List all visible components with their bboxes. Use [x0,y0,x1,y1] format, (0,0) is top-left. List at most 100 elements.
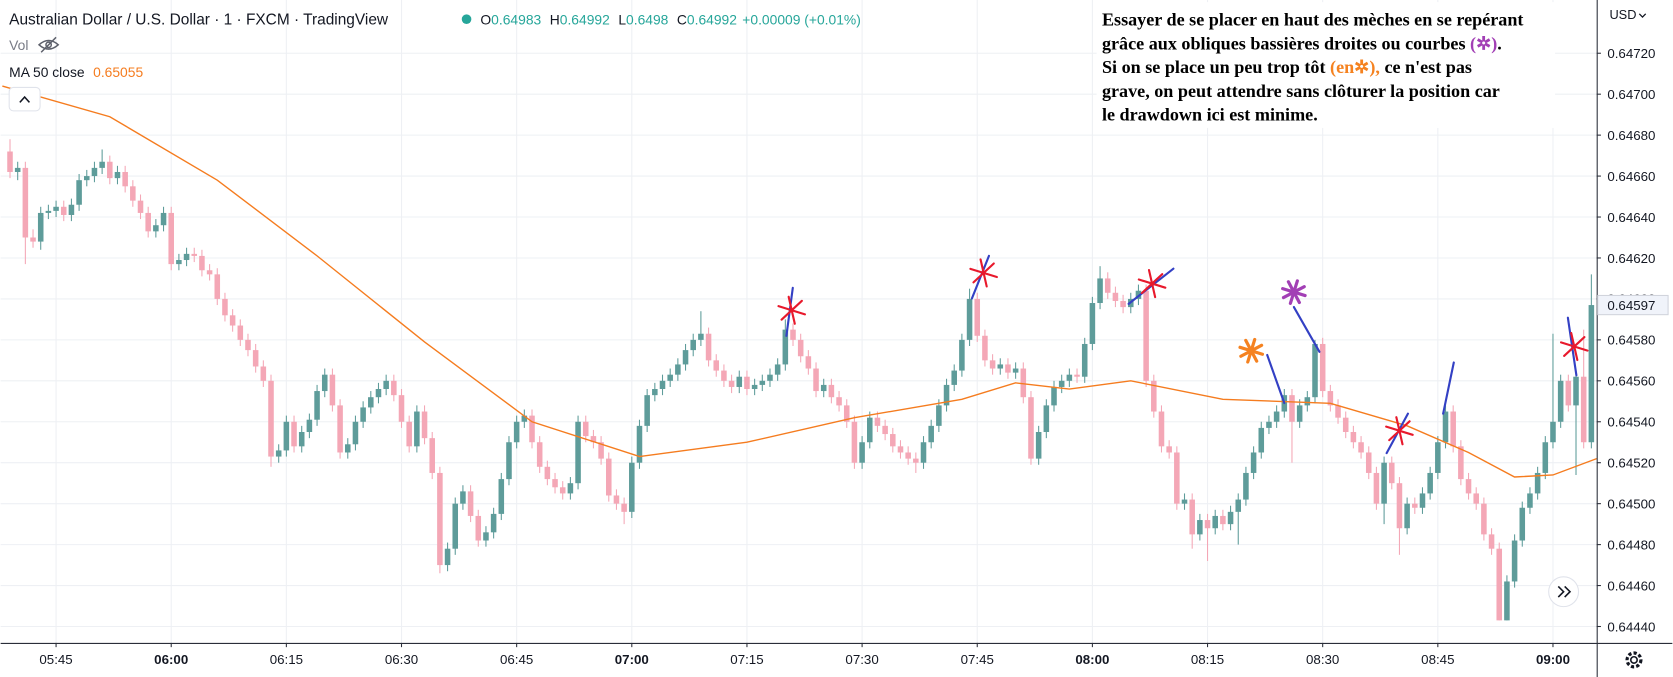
candle-body [936,405,942,426]
candle-body [467,491,474,516]
drawn-line [1292,305,1321,353]
collapse-button-frame [8,86,41,112]
candle-body [222,298,228,316]
candle-body [1197,520,1203,535]
x-tick-label: 06:30 [385,652,418,667]
candle-body [675,364,681,375]
candle-body [598,442,604,459]
collapse-button[interactable] [8,86,41,112]
y-tick-label: 0.64700 [1607,87,1655,102]
candle-body [1266,421,1272,428]
candle-body [790,329,796,340]
candle-body [91,167,98,177]
candle-body [1365,452,1372,473]
candle-body [659,380,666,390]
candle-body [813,368,819,392]
candle-body [1174,452,1180,504]
hide-icon[interactable] [37,36,60,53]
candle-body [1243,472,1249,500]
quote-label: H [550,12,560,28]
moving-average [2,85,1597,478]
drawn-line [1239,343,1264,358]
candle-body [214,274,221,299]
candle-body [306,419,313,433]
candle-body [652,389,658,396]
candle-body [774,364,781,375]
candle-body [1335,405,1341,418]
candle-body [153,225,159,232]
candle-body [874,417,881,426]
x-tick-label: 08:00 [1075,652,1109,667]
candle-body [352,421,359,445]
note-segment: (en✲), [1330,57,1380,78]
candle-body [53,206,59,211]
drawn-line [972,262,995,284]
candle-body [429,438,435,473]
drawn-line [1442,361,1455,415]
quote-change: +0.00009 (+0.01%) [742,12,861,28]
x-tick-label: 07:00 [615,652,649,667]
candle-body [1143,290,1149,381]
note-segment: grave, on peut attendre sans clôturer la… [1102,81,1500,101]
candle-body [398,395,405,422]
candle-body [168,212,174,265]
candle-body [30,237,36,242]
note-segment: (✲) [1470,33,1497,54]
y-tick-label: 0.64460 [1607,578,1655,593]
candle-body [252,350,259,367]
x-tick-label: 08:45 [1421,652,1454,667]
x-tick-label: 07:45 [961,652,994,667]
candle-body [644,395,650,426]
candle-body [1542,442,1549,473]
settings-button[interactable] [1625,651,1643,669]
collapse-chevron [19,95,31,103]
note: Essayer de se placer en haut des mèches … [1102,10,1524,125]
candle-body [107,161,113,179]
candle-body [575,421,581,484]
note-segment: Si on se place un peu trop tôt [1102,57,1330,77]
last-price-box [1597,294,1669,316]
candle-body [1066,374,1073,381]
candle-body [989,360,996,369]
y-tick-label: 0.64580 [1607,333,1655,348]
candle-body [1312,343,1318,398]
scroll-chevrons [1557,585,1572,598]
y-tick-label: 0.64560 [1607,374,1655,389]
candle-body [966,298,973,340]
x-tick-label: 09:00 [1536,652,1570,667]
y-tick-label: 0.64520 [1607,456,1655,471]
candle-body [1389,462,1395,484]
x-tick-label: 08:15 [1191,652,1224,667]
candle-body [751,384,758,390]
candle-body [1104,278,1111,293]
candle-body [1181,499,1188,504]
candle-body [145,212,151,232]
currency[interactable]: USD [1609,7,1636,22]
candle-body [314,391,320,420]
scroll-to-realtime[interactable] [1548,576,1580,608]
candle-body [45,210,52,213]
candle-body [1419,493,1426,508]
candle-body [820,384,827,392]
candle-body [1081,343,1088,377]
candle-body [1534,472,1541,494]
candle-body [1051,386,1057,406]
candle-body [360,407,366,422]
note-line: grâce aux obliques bassières droites ou … [1102,33,1502,54]
note-segment: grâce aux obliques bassières droites ou … [1102,33,1470,53]
candle-body [60,206,67,215]
candle-body [137,200,144,213]
candle-body [767,374,773,381]
candle-body [37,212,44,242]
quote-value: 0.64983 [491,12,541,28]
candle-body [329,374,336,406]
time-axis: 05:45 06:00 06:15 06:30 06:45 07:00 07:15 07:30… [39,642,1570,667]
candle-body [797,339,804,357]
candle-body [1273,411,1280,422]
candle-body [544,466,551,480]
candle-body [1012,368,1019,373]
y-tick-label: 0.64540 [1607,415,1655,430]
candle-body [391,380,397,396]
candle-body [130,186,136,201]
y-tick-label: 0.64660 [1607,169,1655,184]
